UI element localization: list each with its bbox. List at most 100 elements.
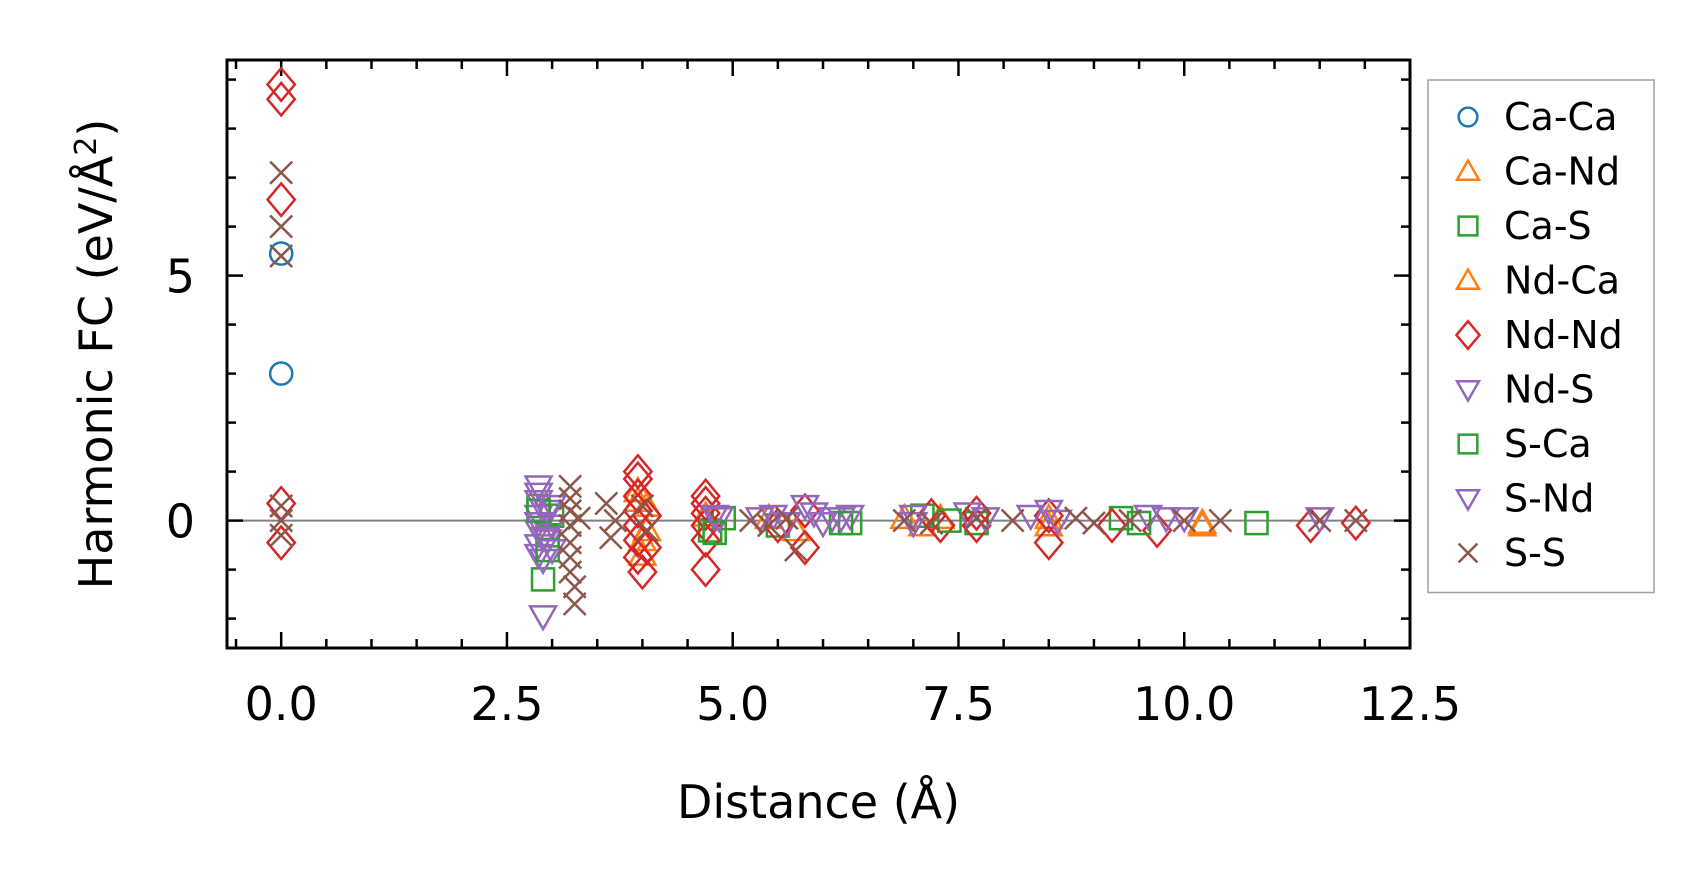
legend-label: S-Ca bbox=[1504, 422, 1592, 466]
data-point-nd-nd bbox=[265, 524, 297, 561]
data-point-s-nd bbox=[1042, 509, 1073, 537]
data-point-nd-nd bbox=[265, 81, 297, 118]
data-point-s-s bbox=[269, 523, 294, 548]
legend-marker bbox=[1454, 319, 1482, 351]
data-point-nd-nd bbox=[265, 66, 297, 103]
legend-item: S-Ca bbox=[1457, 422, 1592, 466]
data-point-nd-s bbox=[1033, 499, 1064, 527]
legend-marker bbox=[1457, 106, 1479, 128]
x-tick-labels: 0.0 2.5 5.0 7.5 10.0 12.5 bbox=[245, 677, 1462, 731]
data-point-nd-s bbox=[1132, 504, 1164, 532]
legend-item: S-Nd bbox=[1454, 477, 1594, 521]
legend-marker bbox=[1454, 380, 1482, 404]
data-point-s-s bbox=[558, 474, 583, 499]
y-axis-label-main: Harmonic FC (eV/Å bbox=[69, 155, 123, 589]
data-point-nd-nd bbox=[690, 551, 721, 588]
data-point-s-ca bbox=[526, 498, 551, 524]
data-point-s-s bbox=[1343, 508, 1368, 533]
data-point-s-s bbox=[558, 486, 583, 511]
data-point-nd-nd bbox=[789, 529, 821, 566]
legend: Ca-Ca Ca-Nd Ca-S Nd-Ca Nd-Nd Nd-S S-Ca S-Nd S-S bbox=[1427, 79, 1655, 594]
data-point-nd-nd bbox=[690, 485, 721, 522]
data-point-nd-nd bbox=[631, 529, 663, 566]
legend-item: Ca-Ca bbox=[1457, 95, 1617, 139]
legend-label: Nd-Nd bbox=[1504, 313, 1623, 357]
data-point-nd-s bbox=[523, 475, 554, 502]
data-point-nd-nd bbox=[622, 453, 654, 490]
x-tick-label: 2.5 bbox=[470, 677, 543, 731]
data-point-s-s bbox=[774, 506, 799, 531]
data-point-nd-nd bbox=[622, 477, 654, 515]
series-nd-nd bbox=[265, 66, 1372, 591]
data-point-s-s bbox=[756, 513, 781, 538]
legend-label: Ca-Nd bbox=[1504, 150, 1620, 194]
data-point-s-s bbox=[567, 506, 592, 531]
legend-label: S-S bbox=[1504, 531, 1566, 575]
data-point-s-s bbox=[1172, 508, 1197, 533]
data-point-s-s bbox=[562, 574, 587, 599]
series-s-s bbox=[269, 160, 1368, 616]
data-point-s-s bbox=[1118, 508, 1142, 533]
data-point-s-nd bbox=[523, 512, 554, 539]
legend-item: Nd-Nd bbox=[1454, 313, 1623, 357]
data-point-s-s bbox=[269, 160, 294, 185]
data-point-nd-nd bbox=[1340, 504, 1372, 542]
legend-item: S-S bbox=[1457, 531, 1566, 575]
data-point-nd-s bbox=[789, 494, 821, 522]
data-point-nd-nd bbox=[622, 539, 654, 576]
legend-marker bbox=[1454, 489, 1482, 513]
data-point-s-s bbox=[783, 538, 808, 562]
data-point-s-s bbox=[892, 508, 917, 533]
legend-label: S-Nd bbox=[1504, 477, 1594, 521]
data-point-nd-nd bbox=[690, 507, 721, 544]
axis-ticks bbox=[227, 60, 1412, 648]
data-point-s-ca bbox=[937, 508, 962, 533]
data-point-nd-s bbox=[523, 490, 554, 517]
data-point-ca-ca bbox=[268, 361, 294, 386]
legend-label: Nd-Ca bbox=[1504, 259, 1620, 303]
series-ca-ca bbox=[268, 241, 294, 386]
data-point-nd-s bbox=[1304, 507, 1335, 534]
data-point-s-s bbox=[1208, 508, 1233, 533]
data-point-ca-s bbox=[1244, 510, 1269, 536]
data-markers bbox=[265, 66, 1372, 632]
y-tick-label: 5 bbox=[166, 250, 195, 304]
data-point-s-s bbox=[594, 491, 619, 516]
x-tick-label: 12.5 bbox=[1359, 677, 1461, 731]
data-point-s-nd bbox=[807, 512, 839, 539]
data-point-s-s bbox=[1000, 508, 1025, 533]
data-point-nd-s bbox=[834, 504, 866, 532]
legend-item: Nd-Ca bbox=[1454, 259, 1620, 303]
data-point-s-s bbox=[1307, 508, 1332, 533]
legend-marker bbox=[1457, 215, 1479, 237]
y-tick-label: 0 bbox=[166, 495, 195, 549]
data-point-nd-nd bbox=[627, 553, 658, 591]
data-point-s-s bbox=[598, 525, 623, 550]
data-point-nd-s bbox=[527, 605, 559, 632]
data-point-s-s bbox=[603, 508, 628, 533]
data-point-nd-nd bbox=[925, 507, 956, 544]
data-point-s-nd bbox=[536, 539, 568, 566]
data-point-s-nd bbox=[798, 502, 830, 529]
x-tick-label: 10.0 bbox=[1133, 677, 1235, 731]
legend-marker bbox=[1457, 433, 1479, 455]
legend-marker bbox=[1454, 266, 1482, 290]
data-point-s-s bbox=[738, 508, 763, 533]
data-point-nd-ca bbox=[1187, 507, 1218, 535]
plot-frame bbox=[225, 58, 1412, 650]
y-axis-label-close: ) bbox=[69, 119, 123, 137]
data-point-s-nd bbox=[825, 507, 857, 534]
data-point-ca-ca bbox=[268, 241, 294, 266]
data-point-nd-nd bbox=[1141, 512, 1173, 549]
data-point-nd-ca bbox=[889, 502, 920, 530]
data-point-nd-nd bbox=[1096, 507, 1128, 544]
data-point-s-s bbox=[269, 214, 294, 239]
data-point-ca-s bbox=[530, 567, 556, 592]
data-point-s-s bbox=[630, 493, 655, 518]
data-point-nd-nd bbox=[622, 492, 654, 529]
x-axis-label: Distance (Å) bbox=[677, 775, 960, 829]
legend-label: Ca-S bbox=[1504, 204, 1592, 248]
data-point-s-s bbox=[634, 518, 659, 543]
y-axis-label: Harmonic FC (eV/Å2) bbox=[69, 119, 123, 590]
